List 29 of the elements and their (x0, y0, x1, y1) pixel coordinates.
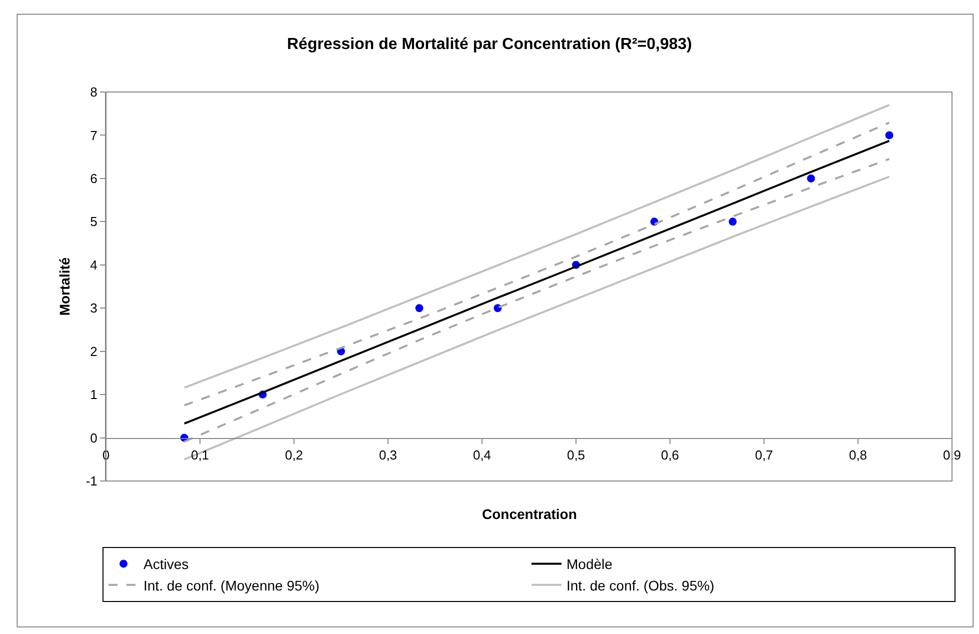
y-axis-title: Mortalité (56, 257, 72, 316)
x-tick-label: 0,5 (566, 447, 586, 462)
x-tick-label: 0,1 (190, 447, 210, 462)
y-tick-label: -1 (86, 474, 98, 489)
x-tick-label: 0,3 (378, 447, 398, 462)
x-tick-label: 0,6 (660, 447, 680, 462)
y-tick-label: 5 (90, 214, 98, 230)
y-tick-label: 2 (90, 344, 98, 359)
x-tick-label: 0,7 (754, 447, 774, 462)
y-tick-label: 1 (90, 387, 98, 402)
legend-label: Int. de conf. (Moyenne 95%) (144, 577, 320, 594)
legend-label: Actives (144, 556, 189, 572)
x-tick-label: 0,4 (472, 447, 492, 462)
point (807, 174, 815, 182)
y-tick-label: 7 (90, 128, 98, 143)
point (885, 131, 894, 140)
y-tick-label: 4 (90, 257, 98, 272)
legend-label: Modèle (566, 556, 613, 572)
x-tick-label: 0,2 (284, 447, 304, 462)
point (728, 218, 737, 226)
y-tick-label: 6 (90, 170, 98, 186)
legend-label: Int. de conf. (Obs. 95%) (566, 577, 714, 594)
x-tick-label: 0,8 (848, 447, 868, 462)
x-axis-title: Concentration (482, 506, 577, 522)
y-tick-label: 0 (90, 430, 98, 446)
y-tick-label: 8 (90, 84, 98, 100)
y-tick-label: 3 (90, 300, 98, 316)
point (415, 304, 424, 312)
chart-title: Régression de Mortalité par Concentration (R²=0,983) (287, 36, 692, 54)
